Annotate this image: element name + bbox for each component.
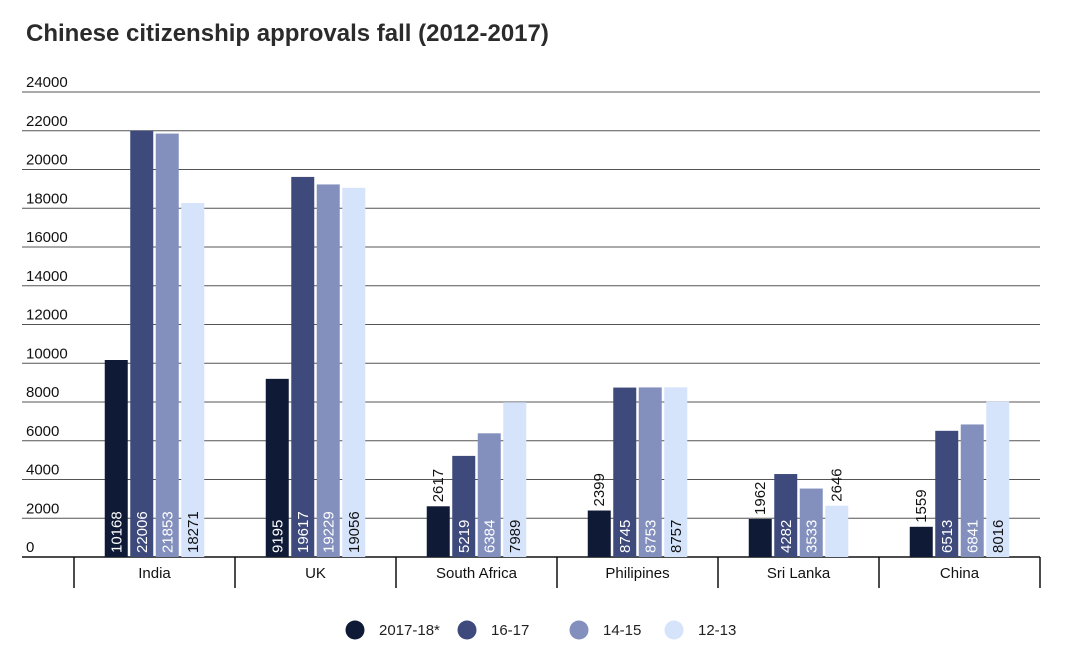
data-label: 2617 [430,469,447,502]
data-label: 8745 [617,520,634,553]
y-tick-label: 22000 [26,113,68,130]
y-tick-label: 10000 [26,345,68,362]
x-tick-label: South Africa [436,565,518,582]
bar [291,176,315,557]
y-tick-label: 18000 [26,190,68,207]
y-tick-label: 6000 [26,423,59,440]
data-label: 8016 [990,520,1007,553]
legend-label: 16-17 [491,622,529,639]
data-label: 6513 [939,520,956,553]
legend-marker [345,620,365,640]
data-label: 9195 [269,520,286,553]
bar [825,505,849,557]
bar [104,359,128,557]
y-tick-label: 16000 [26,229,68,246]
data-label: 19617 [295,511,312,553]
legend-label: 2017-18* [379,622,440,639]
bar [638,387,662,557]
bar [426,506,450,557]
bar [960,424,984,557]
y-tick-label: 24000 [26,74,68,91]
legend-label: 14-15 [603,622,641,639]
data-label: 21853 [159,511,176,553]
data-label: 3533 [803,520,820,553]
bar [503,402,527,557]
y-tick-label: 4000 [26,462,59,479]
bar [265,378,289,557]
legend-marker [569,620,589,640]
bar [587,510,611,557]
bar [935,430,959,557]
x-tick-label: UK [305,565,326,582]
bar [452,455,476,557]
x-tick-label: Sri Lanka [767,565,831,582]
bar [155,133,179,557]
bar [181,202,205,557]
y-tick-label: 8000 [26,384,59,401]
bar [316,184,340,558]
data-label: 18271 [185,511,202,553]
x-tick-label: India [138,565,171,582]
y-tick-label: 2000 [26,500,59,517]
bar [477,433,501,557]
bar [774,474,798,557]
data-label: 19056 [346,511,363,553]
bar [613,387,637,557]
y-tick-label: 12000 [26,307,68,324]
data-label: 7989 [507,520,524,553]
data-label: 8757 [668,520,685,553]
y-tick-label: 20000 [26,152,68,169]
x-tick-label: Philipines [605,565,669,582]
bar [986,401,1010,557]
data-label: 6841 [964,520,981,553]
data-label: 1962 [752,482,769,515]
bar [748,518,772,557]
legend-marker [457,620,477,640]
data-label: 19229 [320,511,337,553]
y-tick-label: 14000 [26,268,68,285]
legend-marker [664,620,684,640]
bar [130,130,154,558]
chart-title: Chinese citizenship approvals fall (2012… [26,20,549,47]
data-label: 6384 [481,520,498,553]
data-label: 8753 [642,520,659,553]
data-label: 2399 [591,473,608,506]
data-label: 2646 [829,468,846,501]
x-tick-label: China [940,565,980,582]
data-label: 10168 [108,511,125,553]
bar [909,526,933,557]
bar [342,187,366,558]
data-label: 1559 [913,489,930,522]
legend-label: 12-13 [698,622,736,639]
data-label: 5219 [456,520,473,553]
bar [799,488,823,557]
y-tick-label: 0 [26,539,34,556]
bar [664,387,688,557]
data-label: 4282 [778,520,795,553]
data-label: 22006 [134,511,151,553]
